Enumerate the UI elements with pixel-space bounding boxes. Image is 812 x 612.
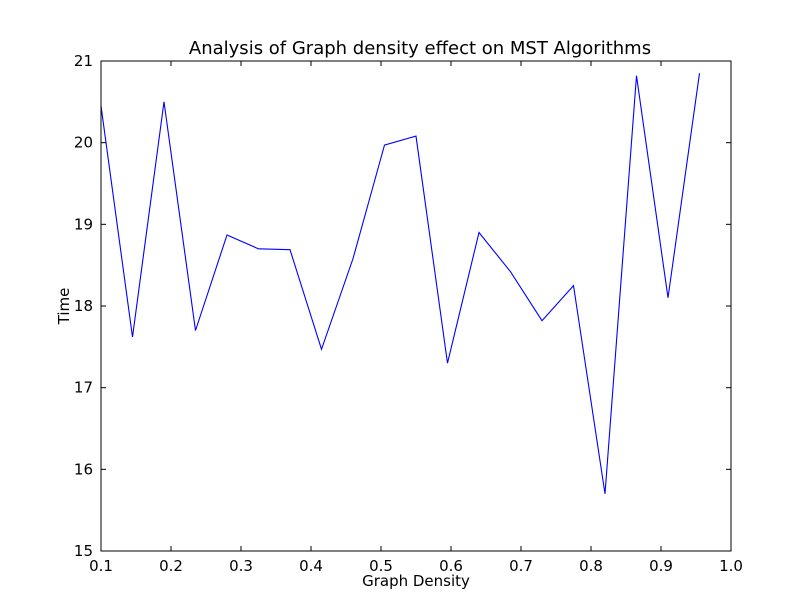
y-axis-label: Time [55, 288, 73, 326]
x-tick-label: 1.0 [719, 557, 743, 575]
x-tick-label: 0.8 [579, 557, 603, 575]
y-tick-label: 18 [74, 297, 93, 315]
x-tick-label: 0.5 [369, 557, 393, 575]
y-axis-ticks: 15 16 17 18 19 20 21 [74, 52, 731, 560]
y-tick-label: 17 [74, 379, 93, 397]
x-tick-label: 0.6 [439, 557, 463, 575]
x-tick-label: 0.7 [509, 557, 533, 575]
series-layer [100, 73, 701, 494]
x-tick-label: 0.4 [299, 557, 323, 575]
x-tick-label: 0.3 [229, 557, 253, 575]
x-tick-label: 0.1 [89, 557, 113, 575]
x-tick-label: 0.2 [159, 557, 183, 575]
x-tick-label: 0.9 [649, 557, 673, 575]
plot-frame [100, 60, 732, 552]
y-tick-label: 21 [74, 52, 93, 70]
y-tick-label: 19 [74, 215, 93, 233]
y-tick-label: 15 [74, 542, 93, 560]
series-line-0 [100, 73, 701, 494]
x-axis-label: Graph Density [362, 572, 470, 590]
y-tick-label: 16 [74, 460, 93, 478]
x-axis-ticks: 0.1 0.2 0.3 0.4 0.5 0.6 0.7 0.8 0.9 1.0 [89, 61, 743, 575]
y-tick-label: 20 [74, 134, 93, 152]
chart-title: Analysis of Graph density effect on MST … [189, 38, 651, 59]
